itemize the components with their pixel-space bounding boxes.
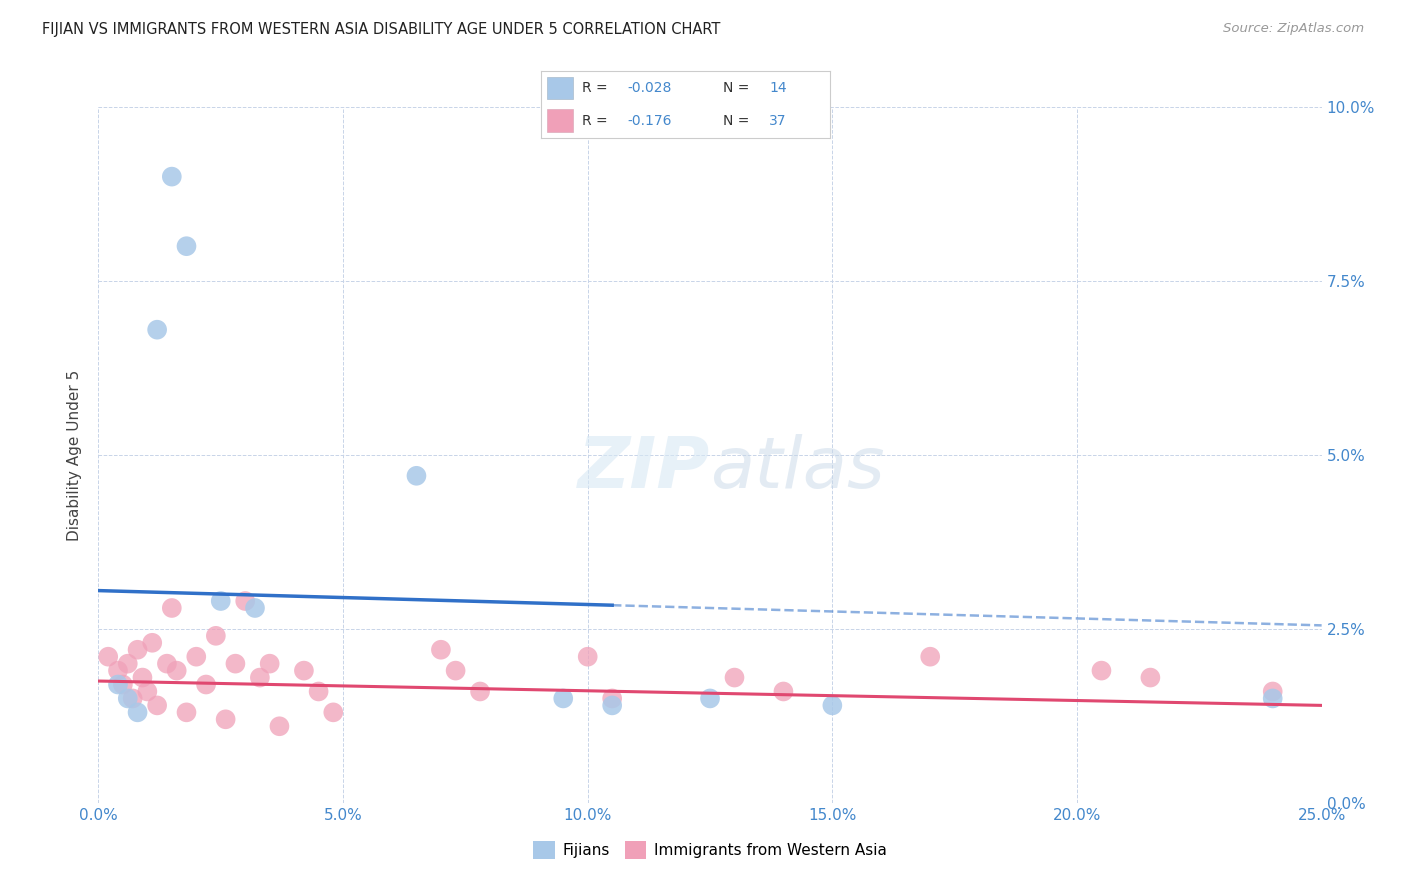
Point	[444, 664, 467, 678]
Point	[186, 649, 208, 664]
Point	[107, 664, 129, 678]
Text: R =: R =	[582, 81, 612, 95]
Point	[430, 642, 453, 657]
Point	[1139, 671, 1161, 685]
Point	[772, 684, 794, 698]
Point	[600, 691, 623, 706]
Point	[233, 594, 256, 608]
Text: FIJIAN VS IMMIGRANTS FROM WESTERN ASIA DISABILITY AGE UNDER 5 CORRELATION CHART: FIJIAN VS IMMIGRANTS FROM WESTERN ASIA D…	[42, 22, 720, 37]
Point	[214, 712, 236, 726]
Point	[292, 664, 315, 678]
Point	[405, 468, 427, 483]
Point	[269, 719, 291, 733]
Point	[176, 706, 198, 720]
Text: atlas: atlas	[710, 434, 884, 503]
Point	[160, 601, 183, 615]
Text: -0.176: -0.176	[627, 114, 672, 128]
Point	[107, 677, 129, 691]
Point	[723, 671, 745, 685]
Bar	[547, 110, 574, 131]
Point	[1261, 691, 1284, 706]
Point	[111, 677, 134, 691]
Point	[176, 239, 198, 253]
Bar	[547, 78, 574, 99]
Point	[576, 649, 599, 664]
Point	[699, 691, 721, 706]
Point	[243, 601, 266, 615]
Point	[136, 684, 159, 698]
Point	[308, 684, 330, 698]
Text: N =: N =	[723, 114, 754, 128]
Point	[209, 594, 232, 608]
Point	[117, 657, 139, 671]
Point	[195, 677, 218, 691]
Point	[249, 671, 271, 685]
Point	[224, 657, 246, 671]
Point	[1090, 664, 1112, 678]
Point	[127, 642, 149, 657]
Point	[97, 649, 120, 664]
Text: N =: N =	[723, 81, 754, 95]
Point	[117, 691, 139, 706]
Point	[600, 698, 623, 713]
Point	[259, 657, 281, 671]
Text: 14: 14	[769, 81, 786, 95]
Y-axis label: Disability Age Under 5: Disability Age Under 5	[67, 369, 83, 541]
Text: -0.028: -0.028	[627, 81, 672, 95]
Point	[141, 636, 163, 650]
Point	[166, 664, 188, 678]
Point	[322, 706, 344, 720]
Legend: Fijians, Immigrants from Western Asia: Fijians, Immigrants from Western Asia	[527, 835, 893, 864]
Point	[146, 698, 169, 713]
Point	[1261, 684, 1284, 698]
Point	[821, 698, 844, 713]
Text: 37: 37	[769, 114, 786, 128]
Point	[146, 323, 169, 337]
Point	[131, 671, 153, 685]
Point	[156, 657, 179, 671]
Point	[468, 684, 491, 698]
Text: Source: ZipAtlas.com: Source: ZipAtlas.com	[1223, 22, 1364, 36]
Point	[160, 169, 183, 184]
Point	[121, 691, 143, 706]
Point	[205, 629, 228, 643]
Text: ZIP: ZIP	[578, 434, 710, 503]
Text: R =: R =	[582, 114, 616, 128]
Point	[920, 649, 942, 664]
Point	[127, 706, 149, 720]
Point	[553, 691, 575, 706]
